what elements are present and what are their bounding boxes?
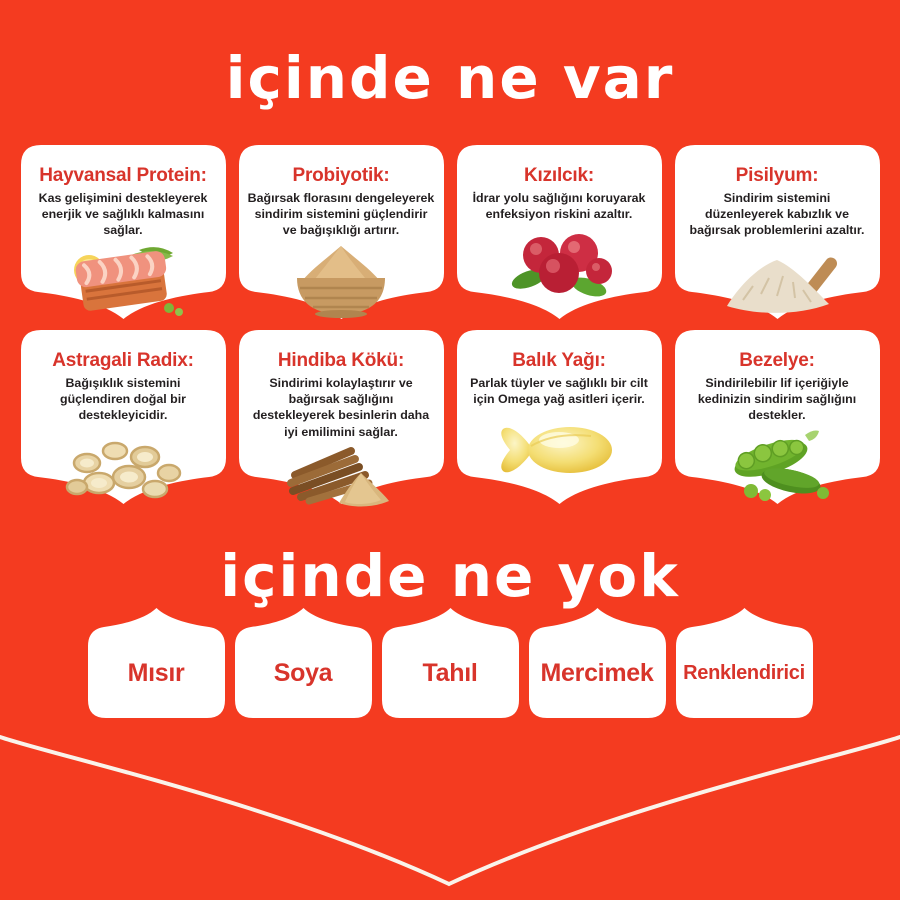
fish-oil-capsule-image (501, 427, 612, 474)
ingredient-description: Bağırsak florasını dengeleyerek sindirim… (247, 190, 435, 238)
card-peak-shape (381, 608, 519, 718)
ingredient-card-bezelye: Bezelye: Sindirilebilir lif içeriğiyle k… (674, 329, 880, 506)
excluded-card-soya: Soya (234, 608, 372, 718)
card-bubble-shape (238, 329, 444, 504)
ingredient-title: Hayvansal Protein: (39, 164, 207, 186)
excluded-card-mercimek: Mercimek (528, 608, 666, 718)
excluded-card-tahil: Tahıl (381, 608, 519, 718)
ingredient-description: Kas gelişimini destekleyerek enerjik ve … (38, 190, 208, 238)
ingredient-card-pisilyum: Pisilyum: Sindirim sistemini düzenleyere… (674, 144, 880, 321)
ingredient-title: Pisilyum: (735, 164, 819, 186)
section-yok-title: içinde ne yok (220, 541, 680, 610)
var-cards-row-2: Astragali Radix: Bağışıklık sistemini gü… (20, 329, 880, 507)
excluded-card-renklendirici: Renklendirici (675, 608, 813, 718)
ingredient-card-hayvansal-protein: Hayvansal Protein: Kas gelişimini destek… (20, 144, 226, 321)
card-peak-shape (87, 608, 225, 718)
card-bubble-shape (238, 144, 444, 319)
ingredient-title: Kızılcık: (524, 164, 594, 186)
card-bubble-shape (20, 329, 226, 504)
ingredient-card-balik-yagi: Balık Yağı: Parlak tüyler ve sağlıklı bi… (456, 329, 662, 506)
card-bubble-shape (20, 144, 226, 319)
ingredient-title: Astragali Radix: (52, 349, 194, 371)
excluded-label: Renklendirici (683, 661, 805, 684)
cranberries-image (511, 234, 612, 297)
peas-image (734, 430, 829, 501)
ingredient-description: Sindirim sistemini düzenleyerek kabızlık… (689, 190, 865, 238)
excluded-label: Mısır (127, 658, 185, 687)
ingredient-title: Probiyotik: (292, 164, 390, 186)
bottom-swoosh-line (0, 735, 900, 887)
ingredient-card-astragali-radix: Astragali Radix: Bağışıklık sistemini gü… (20, 329, 226, 506)
yok-cards-row: Mısır Soya Tahıl Mercimek Renklendirici (87, 608, 813, 718)
probiotic-bowl-image (297, 245, 385, 318)
card-peak-shape (528, 608, 666, 718)
excluded-label: Tahıl (422, 658, 478, 687)
section-var-title: içinde ne var (225, 44, 675, 112)
ingredient-description: Parlak tüyler ve sağlıklı bir cilt için … (470, 375, 648, 406)
excluded-label: Mercimek (540, 658, 654, 687)
card-bubble-shape (674, 329, 880, 504)
var-cards-row-1: Hayvansal Protein: Kas gelişimini destek… (20, 144, 880, 321)
ingredient-description: Sindirimi kolaylaştırır ve bağırsak sağl… (252, 375, 430, 439)
astragalus-root-image (65, 441, 182, 498)
ingredient-description: Bağışıklık sistemini güçlendiren doğal b… (60, 375, 186, 423)
meat-steak-image (74, 246, 183, 316)
card-peak-shape (675, 608, 813, 718)
ingredient-description: İdrar yolu sağlığını koruyarak enfeksiyo… (472, 190, 646, 221)
ingredient-card-kizilcik: Kızılcık: İdrar yolu sağlığını koruyarak… (456, 144, 662, 321)
card-peak-shape (234, 608, 372, 718)
ingredient-title: Balık Yağı: (512, 349, 606, 371)
ingredient-title: Hindiba Kökü: (277, 349, 405, 371)
ingredient-card-hindiba-koku: Hindiba Kökü: Sindirimi kolaylaştırır ve… (238, 329, 444, 507)
ingredient-title: Bezelye: (739, 349, 815, 371)
chicory-root-image (287, 447, 389, 507)
excluded-card-misir: Mısır (87, 608, 225, 718)
ingredient-card-probiyotik: Probiyotik: Bağırsak florasını dengeleye… (238, 144, 444, 321)
ingredient-description: Sindirilebilir lif içeriğiyle kedinizin … (697, 375, 857, 423)
excluded-label: Soya (273, 658, 333, 687)
psyllium-husk-image (727, 257, 838, 313)
